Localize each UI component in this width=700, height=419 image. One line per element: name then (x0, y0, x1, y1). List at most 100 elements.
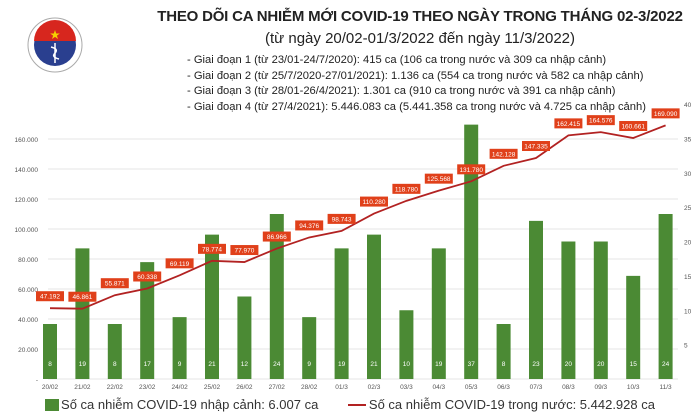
x-tick-label: 11/3 (660, 384, 673, 391)
line-data-label-bg (457, 164, 486, 175)
ministry-of-health-logo (27, 17, 83, 78)
line-data-label: 60.338 (137, 274, 157, 281)
bar-data-label: 8 (502, 361, 506, 368)
x-tick-label: 10/3 (627, 384, 640, 391)
bar-data-label: 19 (338, 361, 346, 368)
line-data-label-bg (262, 231, 291, 242)
bar-data-label: 21 (208, 361, 216, 368)
line-data-label: 169.090 (654, 111, 678, 118)
x-tick-label: 08/3 (562, 384, 575, 391)
line-data-label: 47.192 (40, 294, 60, 301)
line-data-label-bg (392, 183, 421, 194)
x-tick-label: 02/3 (368, 384, 381, 391)
y-right-tick-label: 40 (684, 102, 692, 109)
bar-data-label: 15 (630, 361, 638, 368)
x-tick-label: 24/02 (171, 384, 188, 391)
x-tick-label: 26/02 (236, 384, 253, 391)
line-data-label-bg (230, 245, 259, 256)
chart-subtitle: (từ ngày 20/02-01/3/2022 đến ngày 11/3/2… (265, 30, 575, 47)
line-data-label: 142.128 (492, 151, 516, 158)
line-data-label-bg (651, 108, 680, 119)
bar-data-label: 37 (468, 361, 476, 368)
phase-note: - Giai đoạn 4 (từ 27/4/2021): 5.446.083 … (187, 100, 646, 113)
chart-title: THEO DÕI CA NHIỄM MỚI COVID-19 THEO NGÀY… (157, 8, 683, 25)
x-tick-label: 20/02 (42, 384, 59, 391)
legend-label-imported: Số ca nhiễm COVID-19 nhập cảnh: 6.007 ca (61, 397, 319, 413)
x-tick-label: 04/3 (432, 384, 445, 391)
line-data-label-bg (586, 115, 615, 126)
line-data-label: 78.774 (202, 246, 222, 253)
bar-data-label: 21 (370, 361, 378, 368)
bar-data-label: 10 (403, 361, 411, 368)
y-left-tick-label: - (36, 377, 38, 384)
y-left-tick-label: 20.000 (18, 347, 38, 354)
bar-data-label: 19 (435, 361, 443, 368)
x-tick-label: 05/3 (465, 384, 478, 391)
line-data-label: 94.376 (299, 223, 319, 230)
legend-label-domestic: Số ca nhiễm COVID-19 trong nước: 5.442.9… (368, 397, 655, 413)
y-left-tick-label: 60.000 (18, 287, 38, 294)
x-tick-label: 25/02 (204, 384, 221, 391)
bar-imported (237, 296, 252, 379)
line-data-label-bg (295, 220, 324, 231)
bar-imported (140, 262, 155, 379)
line-data-label: 160.661 (621, 124, 645, 131)
line-data-label-bg (522, 140, 550, 151)
line-data-label-bg (619, 121, 648, 132)
bar-imported (302, 317, 317, 379)
bar-imported (367, 234, 381, 379)
bar-imported (496, 324, 511, 379)
bar-imported (334, 248, 349, 379)
phase-note: - Giai đoạn 2 (từ 25/7/2020-27/01/2021):… (187, 69, 644, 82)
x-tick-label: 09/3 (594, 384, 607, 391)
bar-imported (399, 310, 414, 379)
line-data-label: 125.568 (427, 176, 451, 183)
legend: Số ca nhiễm COVID-19 nhập cảnh: 6.007 ca… (0, 396, 700, 412)
line-data-label-bg (198, 243, 226, 254)
line-data-label: 131.780 (459, 167, 483, 174)
y-right-tick-label: 30 (684, 171, 692, 178)
y-left-tick-label: 120.000 (15, 197, 39, 204)
x-tick-label: 07/3 (530, 384, 543, 391)
line-data-label-bg (133, 271, 162, 282)
bar-data-label: 9 (307, 361, 311, 368)
x-tick-label: 22/02 (107, 384, 124, 391)
phase-notes: - Giai đoạn 1 (từ 23/01-24/7/2020): 415 … (187, 53, 646, 115)
bar-imported (269, 214, 284, 379)
line-data-label: 118.780 (395, 186, 418, 193)
bar-imported (172, 317, 187, 379)
line-data-label: 162.415 (557, 121, 581, 128)
legend-swatch-domestic (347, 403, 366, 406)
line-data-label: 110.280 (362, 199, 385, 206)
x-tick-label: 28/02 (301, 384, 318, 391)
x-tick-label: 21/02 (74, 384, 91, 391)
line-data-label: 77.970 (234, 248, 254, 255)
bar-imported (626, 275, 641, 379)
bar-imported (529, 220, 543, 379)
y-right-tick-label: 10 (684, 308, 692, 315)
bar-data-label: 17 (144, 361, 152, 368)
line-domestic (49, 124, 666, 310)
bar-data-label: 19 (79, 361, 87, 368)
line-data-label-bg (165, 258, 194, 269)
bar-imported (75, 248, 90, 379)
line-data-label: 98.743 (332, 216, 352, 223)
y-right-tick-label: 25 (684, 205, 692, 212)
line-data-label: 147.335 (524, 143, 548, 150)
line-data-label: 69.119 (170, 261, 190, 268)
legend-swatch-imported (45, 398, 60, 411)
bar-data-label: 23 (532, 361, 540, 368)
bar-imported (205, 234, 219, 379)
bar-imported (658, 214, 673, 379)
y-left-tick-label: 160.000 (15, 137, 39, 144)
bar-data-label: 20 (565, 361, 573, 368)
x-tick-label: 01/3 (335, 384, 348, 391)
x-tick-label: 27/02 (269, 384, 286, 391)
y-right-tick-label: 20 (684, 240, 692, 247)
line-data-label: 164.576 (589, 118, 613, 125)
x-tick-label: 23/02 (139, 384, 156, 391)
phase-note: - Giai đoạn 1 (từ 23/01-24/7/2020): 415 … (187, 54, 607, 66)
phase-note: - Giai đoạn 3 (từ 28/01-26/4/2021): 1.30… (187, 85, 616, 97)
bar-data-label: 24 (662, 361, 670, 368)
